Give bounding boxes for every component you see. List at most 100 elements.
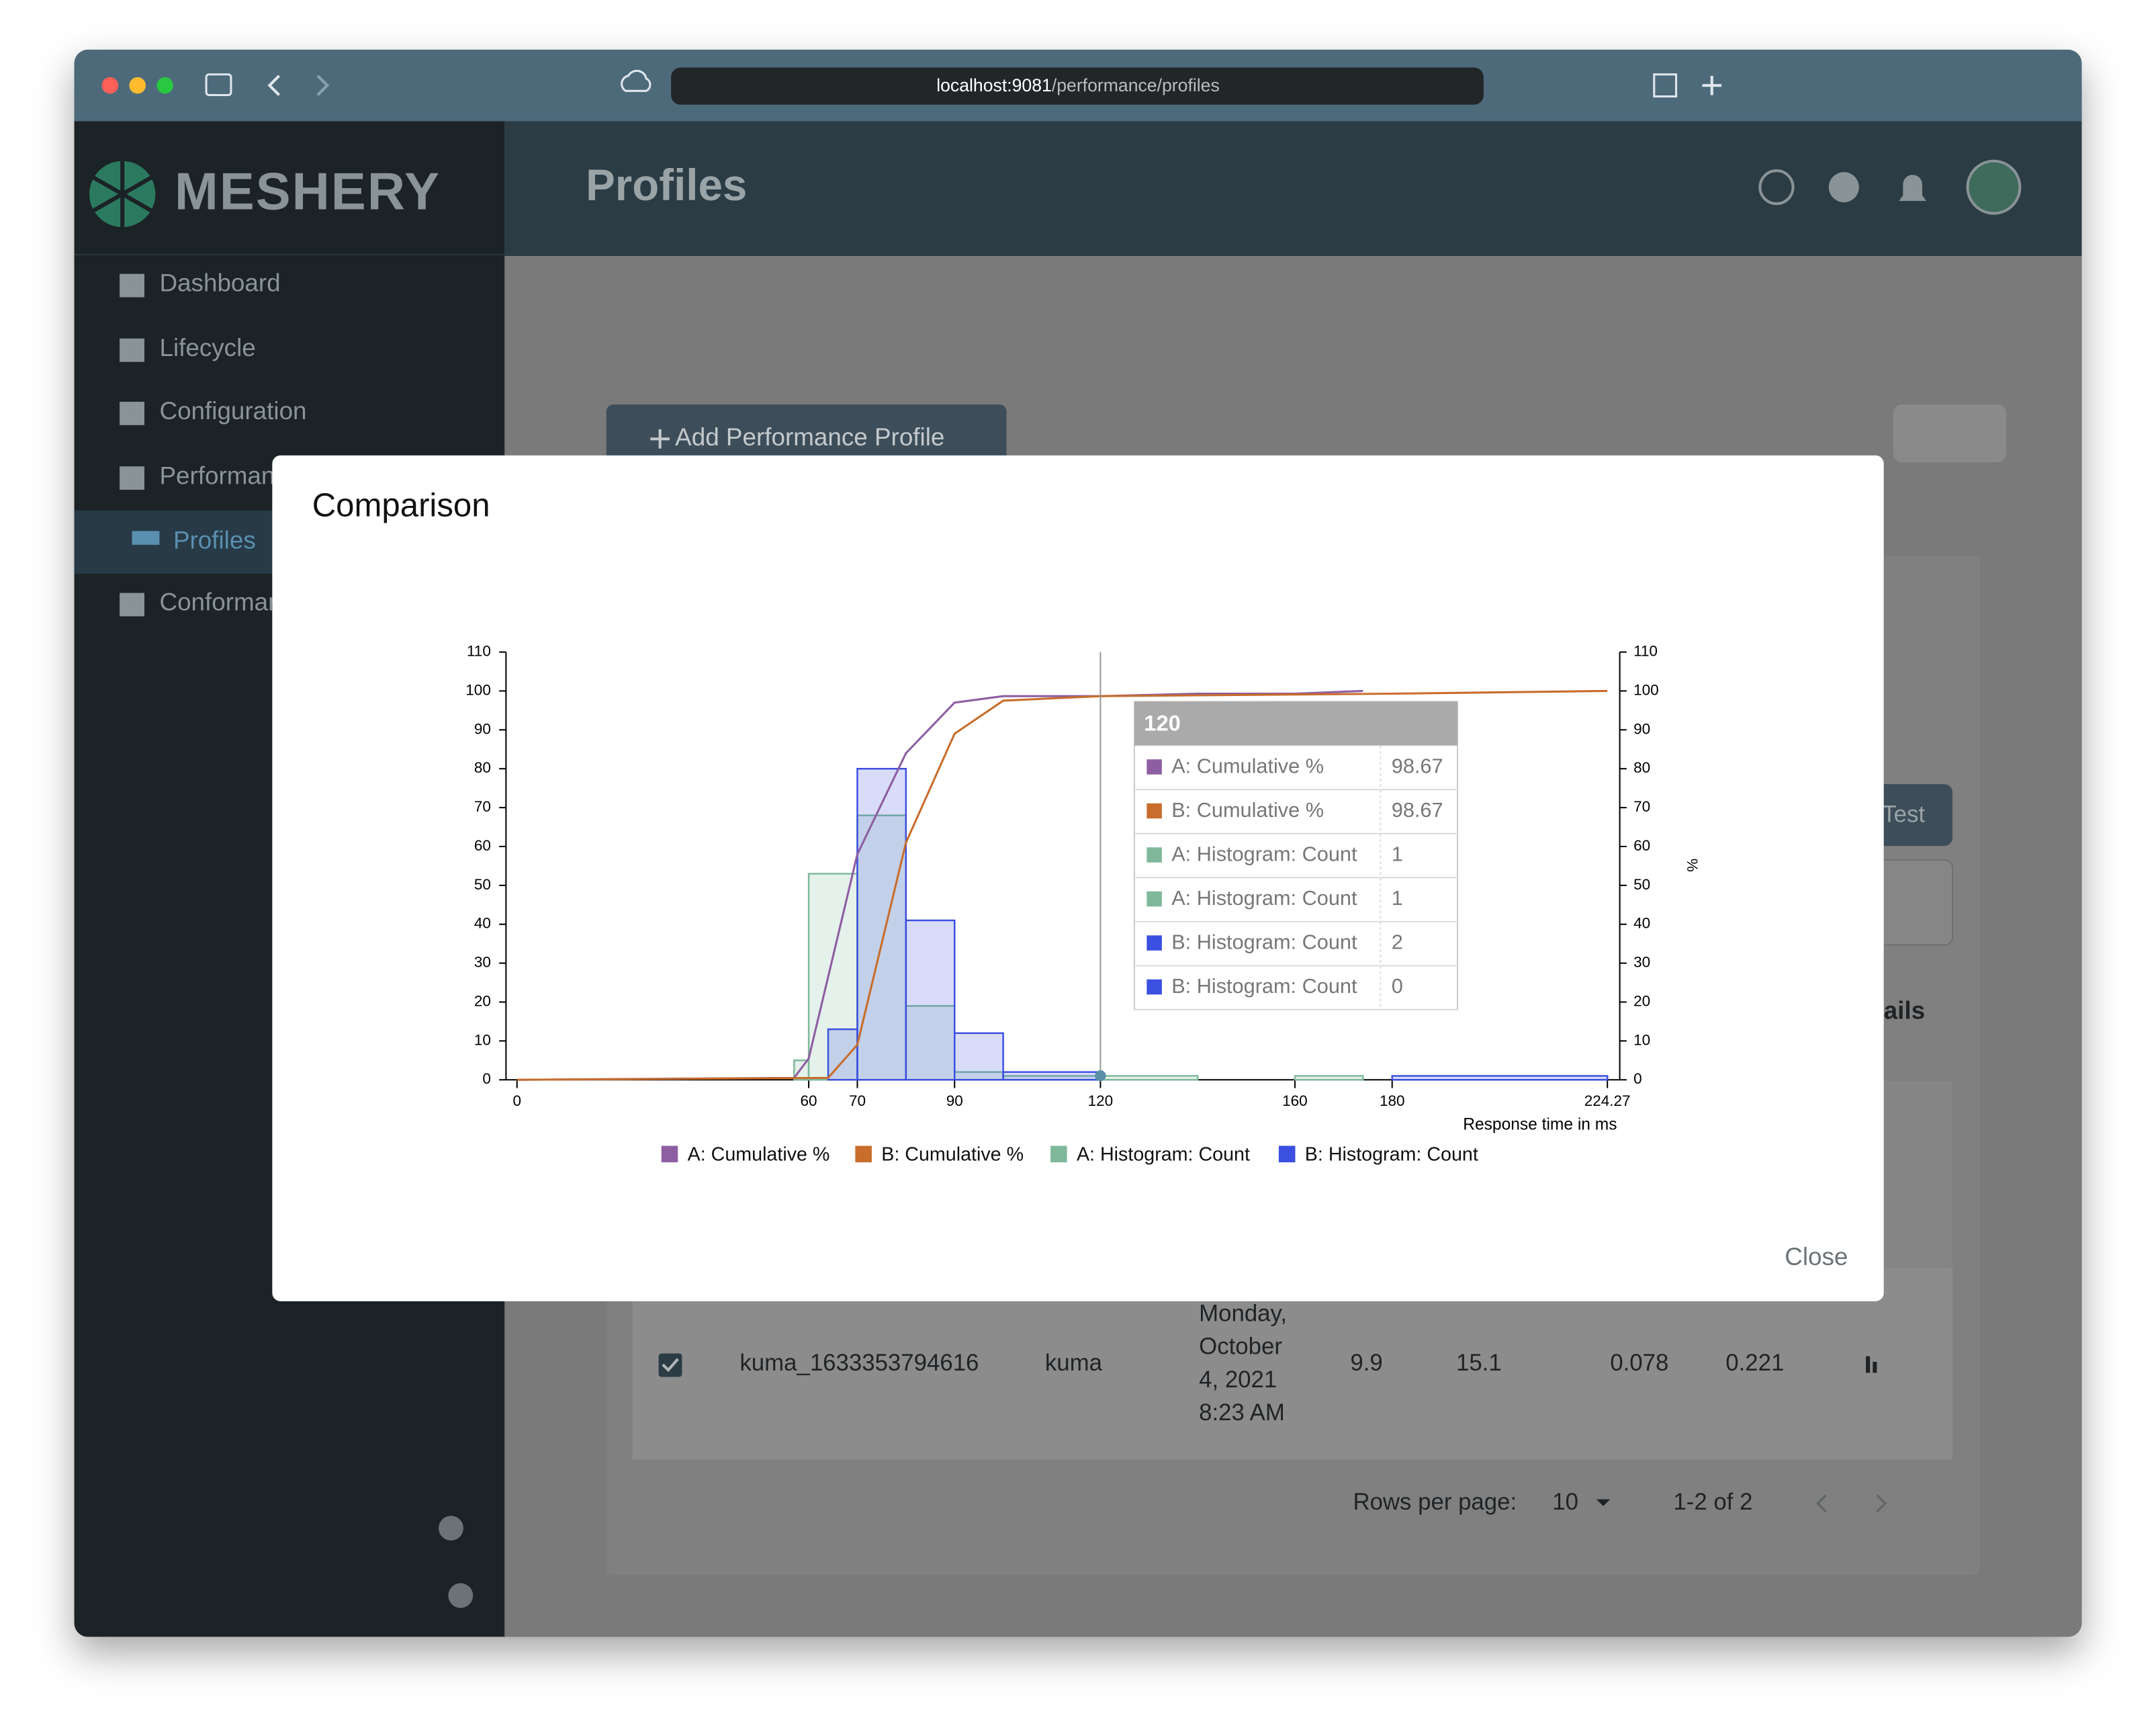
y2-tick-label: 10 [1633,1031,1650,1048]
tooltip-header [1134,701,1458,746]
table-cell: 0.221 [1725,1350,1784,1376]
nav-item[interactable]: Lifecycle [159,334,255,361]
rows-per-page[interactable]: 10 [1552,1489,1578,1515]
collapse-icon[interactable] [448,1583,474,1608]
y2-tick-label: 90 [1633,720,1650,737]
tooltip-swatch [1147,935,1162,951]
legend-label[interactable]: B: Histogram: Count [1305,1143,1478,1165]
legend-label[interactable]: A: Cumulative % [688,1143,830,1165]
y-tick-label: 40 [474,915,491,932]
legend-label[interactable]: A: Histogram: Count [1077,1143,1250,1165]
page-range: 1-2 of 2 [1673,1489,1752,1515]
nav-icon [120,273,144,298]
histogram-bar [1002,1071,1102,1081]
legend-label[interactable]: B: Cumulative % [881,1143,1024,1165]
chart-icon[interactable] [1866,1356,1871,1373]
check-mark [662,1358,679,1373]
table-cell-line: Monday, [1199,1301,1287,1327]
y-tick-label: 0 [482,1070,491,1087]
histogram-bar [856,768,907,1081]
nav-icon [120,338,144,362]
table-cell: 0.078 [1610,1350,1668,1376]
dropdown-arrow [1596,1499,1611,1506]
nav-item[interactable]: Profiles [173,527,256,554]
y2-tick-label: 100 [1633,681,1659,698]
url-bar[interactable] [671,67,1484,105]
tooltip-swatch [1147,803,1162,819]
tooltip-swatch [1147,891,1162,907]
x-tick-label: 180 [1380,1092,1405,1109]
chart: 0102030405060708090100110010203040506070… [465,643,1701,1166]
add-button[interactable] [606,404,1007,468]
y2-tick-label: 0 [1633,1070,1642,1087]
tooltip-series: A: Cumulative % [1171,754,1324,778]
sidebar-items: DashboardLifecycleConfigurationPerforman… [120,269,308,617]
tooltip-value: 98.67 [1392,754,1443,778]
bell-icon[interactable] [1899,175,1927,202]
tooltip-series: A: Histogram: Count [1171,886,1357,910]
back-icon[interactable] [267,75,281,96]
legend-swatch[interactable] [855,1145,872,1163]
tooltip-swatch [1147,759,1162,775]
tooltip-series: B: Histogram: Count [1171,974,1357,998]
crosshair-dot [1095,1070,1106,1082]
new-tab-icon[interactable] [1702,75,1722,95]
legend-swatch[interactable] [661,1145,678,1163]
nav-icon [120,593,144,617]
minimize-dot[interactable] [129,77,146,94]
y-tick-label: 10 [474,1031,491,1048]
x-tick-label: 224.27 [1584,1092,1631,1109]
x-axis-label: Response time in ms [1463,1115,1617,1133]
header-title: Profiles [586,161,747,210]
histogram-bar [1294,1075,1364,1081]
y-tick-label: 20 [474,992,491,1009]
cumulative-line [516,689,1608,1081]
y-tick-label: 110 [467,643,491,660]
y2-tick-label: 50 [1633,876,1650,893]
table-cell: 15.1 [1456,1350,1502,1376]
y-tick-label: 90 [474,720,491,737]
legend-swatch[interactable] [1050,1145,1067,1163]
tabs-icon[interactable] [1653,73,1678,98]
y2-tick-label: 40 [1633,915,1650,932]
close-dot[interactable] [101,77,119,94]
cloud-icon[interactable] [621,69,652,92]
tooltip-swatch [1147,847,1162,863]
tooltip-series: B: Histogram: Count [1171,930,1357,954]
page-arrows[interactable] [1816,1494,1887,1513]
histogram-bar [905,919,956,1081]
tooltip-series: A: Histogram: Count [1171,842,1357,866]
y-tick-label: 100 [465,681,491,698]
nav-item[interactable]: Dashboard [159,269,280,297]
histogram-bar [793,1059,810,1081]
mesh-icon[interactable] [1758,169,1795,206]
url-host: localhost:9081 [936,75,1052,95]
row-cells: kuma_1633353794616 kuma Monday, October 4, 2… [739,1301,1784,1426]
x-tick-label: 60 [801,1092,817,1109]
url-path: /performance/profiles [1052,75,1220,95]
view-toggle[interactable] [1893,404,2006,463]
histogram-bar [954,1032,1004,1081]
nav-icon [120,466,144,490]
help-icon[interactable] [439,1516,463,1541]
table-cell-line: 8:23 AM [1199,1399,1285,1426]
tooltip-value: 2 [1392,930,1403,954]
zoom-dot[interactable] [156,77,173,94]
x-tick-label: 160 [1282,1092,1308,1109]
modal [272,455,1884,1301]
forward-icon[interactable] [316,75,330,96]
avatar[interactable] [1966,159,2022,215]
cumulative-line [516,689,1363,1081]
tooltip-title: 120 [1144,711,1181,736]
sidebar-icon[interactable] [205,73,232,97]
tooltip-value: 0 [1392,974,1403,998]
close-button[interactable]: Close [1785,1243,1848,1270]
nav-item[interactable]: Configuration [159,397,306,425]
legend-swatch[interactable] [1278,1145,1296,1163]
settings-icon[interactable] [1828,172,1859,203]
add-button-label: Add Performance Profile [675,423,944,451]
y2-tick-label: 20 [1633,992,1650,1009]
nav-icon [132,531,160,545]
